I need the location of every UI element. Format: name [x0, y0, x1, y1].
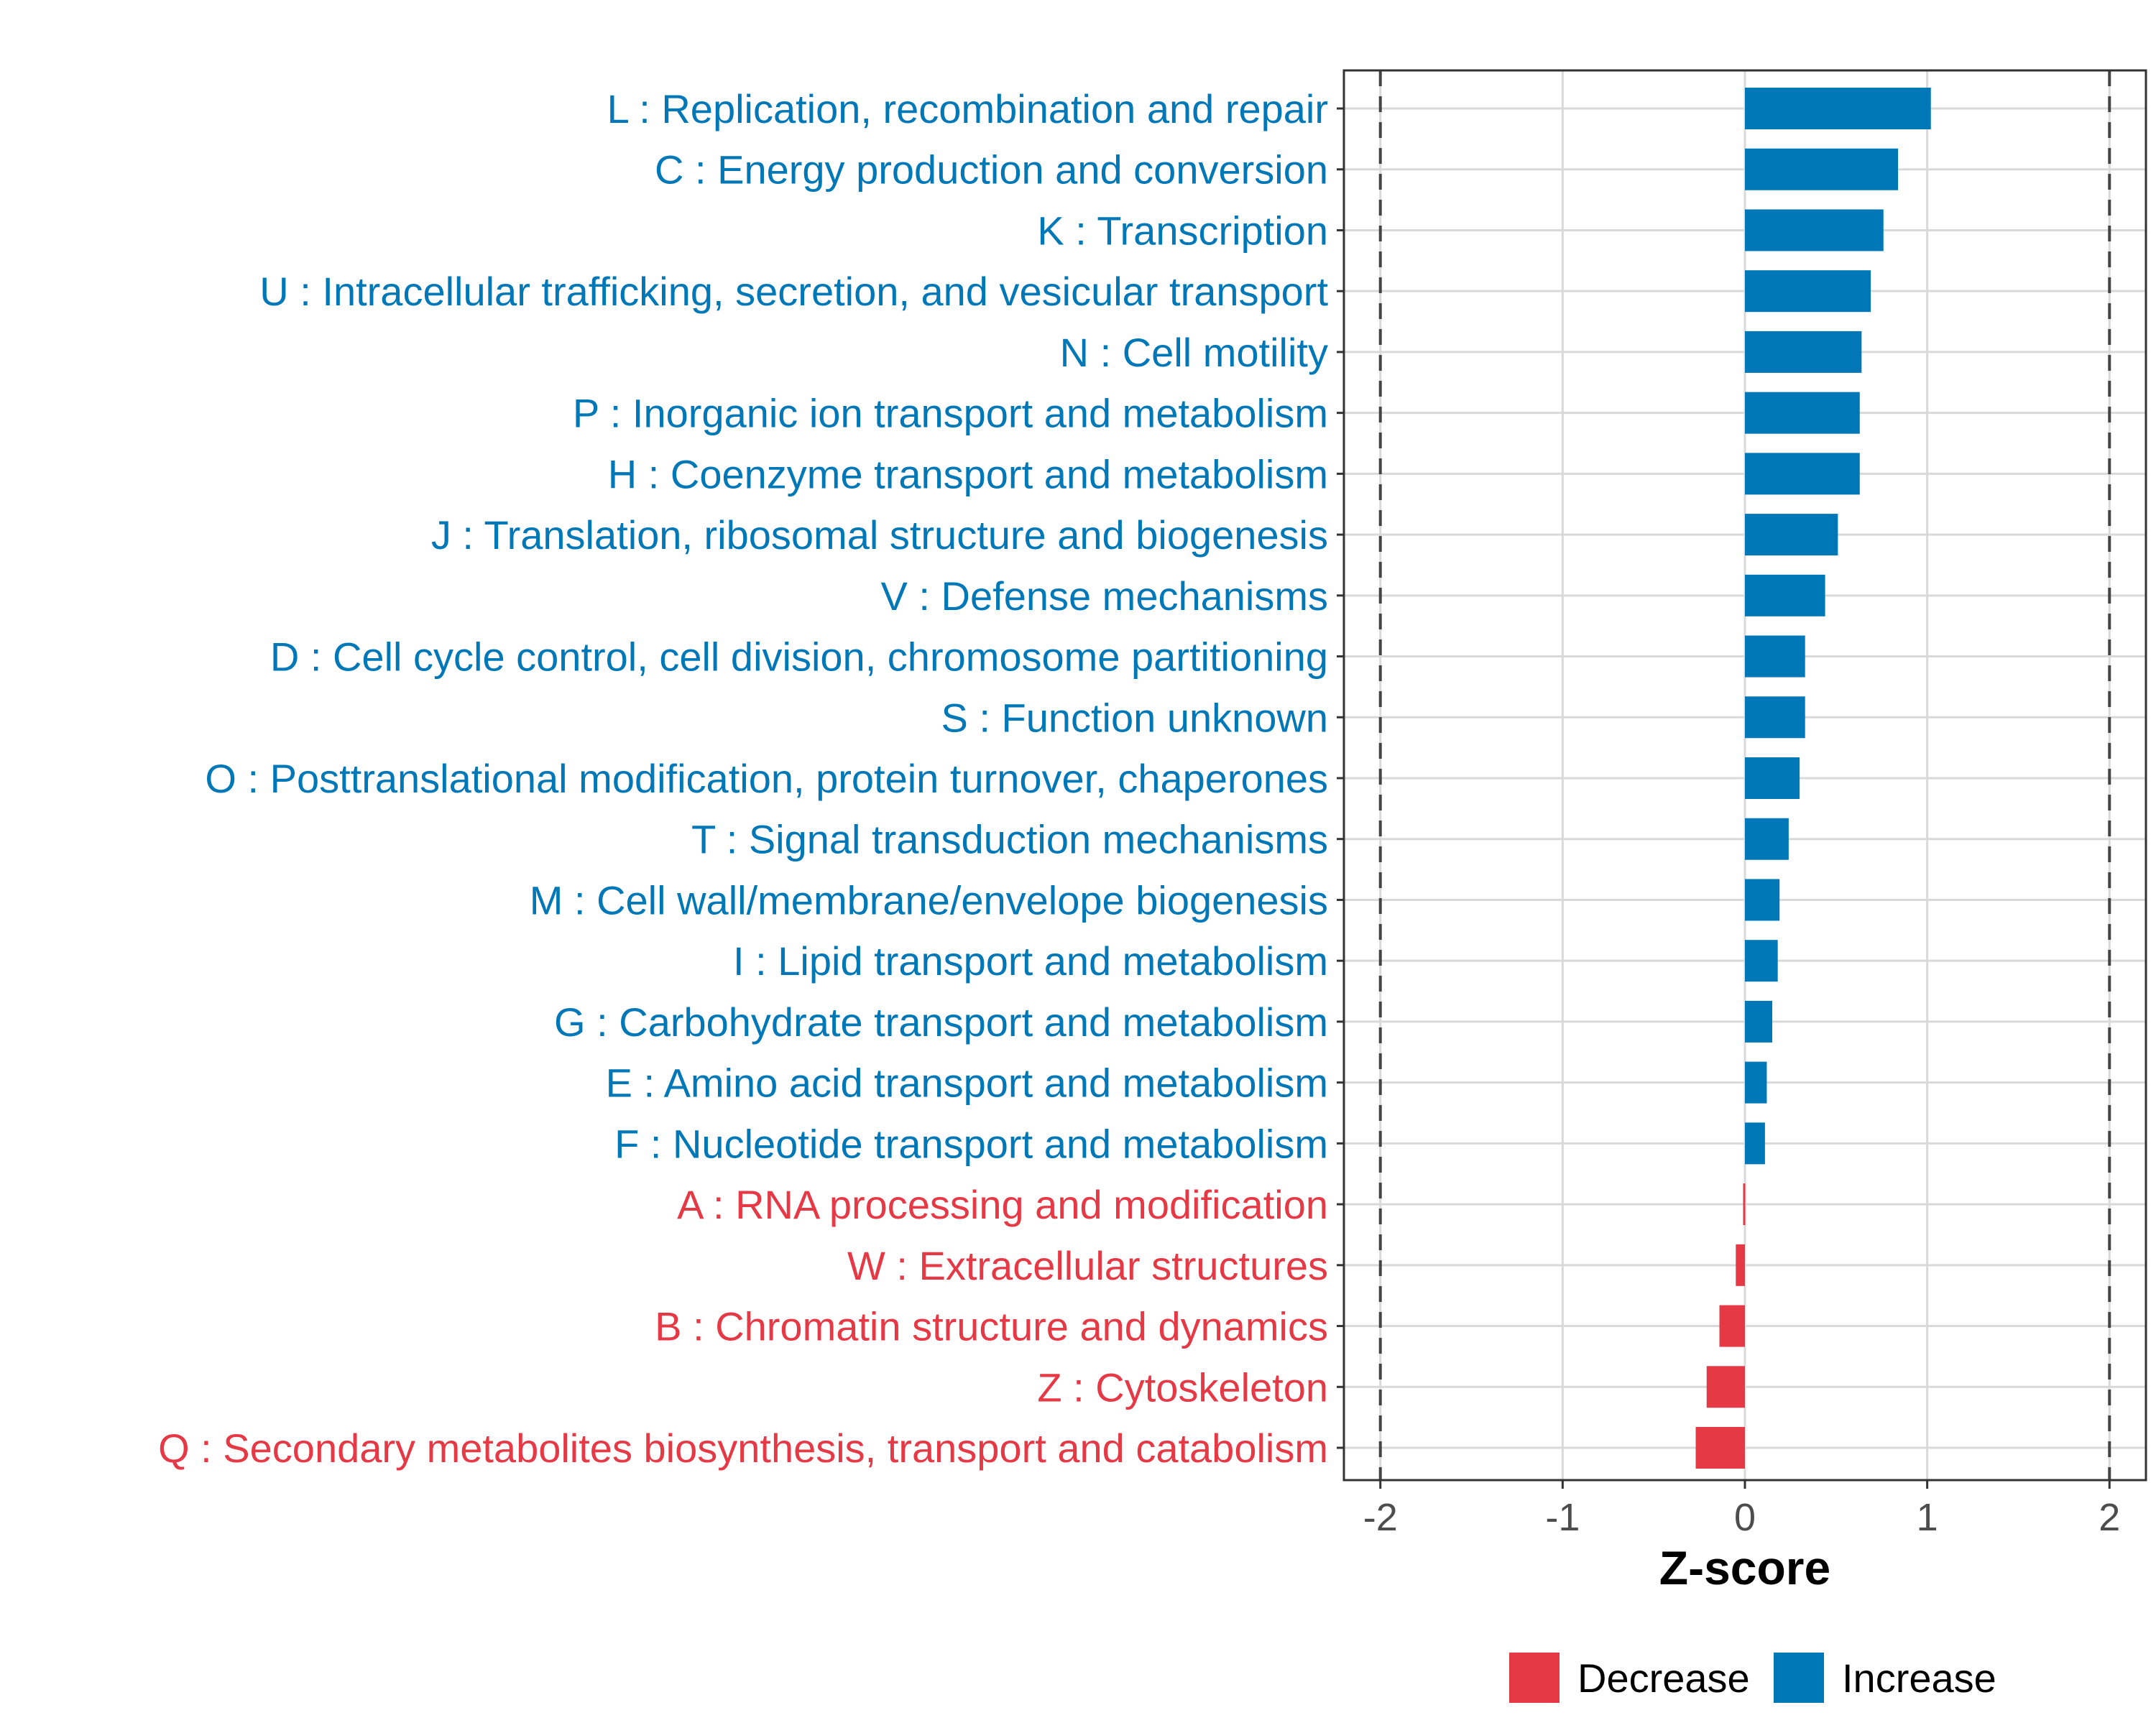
category-label: H : Coenzyme transport and metabolism: [608, 451, 1328, 496]
bar-23: [1695, 1427, 1745, 1469]
category-label: L : Replication, recombination and repai…: [607, 86, 1328, 131]
category-label: U : Intracellular trafficking, secretion…: [259, 269, 1328, 314]
category-label: M : Cell wall/membrane/envelope biogenes…: [530, 877, 1328, 923]
category-label: B : Chromatin structure and dynamics: [655, 1304, 1328, 1349]
category-label: I : Lipid transport and metabolism: [733, 938, 1328, 984]
bar-12: [1745, 757, 1800, 799]
legend-label-decrease: Decrease: [1577, 1655, 1750, 1701]
x-tick-label: -2: [1363, 1496, 1398, 1539]
category-label: O : Posttranslational modification, prot…: [205, 756, 1328, 801]
bar-22: [1706, 1366, 1745, 1408]
bar-18: [1745, 1122, 1765, 1165]
category-label: G : Carbohydrate transport and metabolis…: [554, 999, 1328, 1045]
category-label: S : Function unknown: [941, 695, 1328, 740]
bar-21: [1719, 1305, 1745, 1347]
x-tick-label: 2: [2099, 1496, 2120, 1539]
bar-7: [1745, 453, 1860, 495]
axis-layer: [1337, 69, 2147, 1489]
legend-layer: Decrease Increase: [1509, 1653, 1996, 1703]
bar-20: [1736, 1244, 1745, 1286]
category-label: N : Cell motility: [1060, 330, 1328, 375]
legend-label-increase: Increase: [1842, 1655, 1996, 1701]
category-label: P : Inorganic ion transport and metaboli…: [573, 391, 1328, 436]
bar-14: [1745, 879, 1780, 921]
bar-10: [1745, 635, 1805, 678]
category-label: D : Cell cycle control, cell division, c…: [270, 634, 1328, 680]
bar-16: [1745, 1000, 1773, 1043]
legend-swatch-decrease: [1509, 1653, 1560, 1703]
category-label: F : Nucleotide transport and metabolism: [614, 1121, 1328, 1166]
category-label: E : Amino acid transport and metabolism: [606, 1061, 1328, 1106]
bar-4: [1745, 270, 1871, 313]
legend-swatch-increase: [1774, 1653, 1824, 1703]
bar-9: [1745, 574, 1825, 616]
category-label: T : Signal transduction mechanisms: [691, 817, 1328, 862]
bar-5: [1745, 331, 1862, 373]
category-label: J : Translation, ribosomal structure and…: [431, 512, 1328, 558]
bar-8: [1745, 514, 1838, 556]
label-layer: L : Replication, recombination and repai…: [158, 86, 2120, 1594]
bar-3: [1745, 209, 1884, 251]
bar-17: [1745, 1061, 1767, 1104]
category-label: A : RNA processing and modification: [677, 1182, 1328, 1227]
bar-13: [1745, 818, 1789, 860]
bar-11: [1745, 696, 1805, 739]
category-label: C : Energy production and conversion: [655, 147, 1328, 193]
bar-1: [1745, 88, 1931, 129]
bar-layer: [1695, 88, 1931, 1469]
x-tick-label: 0: [1734, 1496, 1756, 1539]
bar-19: [1743, 1183, 1746, 1226]
category-label: V : Defense mechanisms: [881, 573, 1328, 619]
bar-2: [1745, 148, 1899, 190]
bar-15: [1745, 940, 1778, 982]
category-label: W : Extracellular structures: [847, 1243, 1328, 1288]
category-label: Z : Cytoskeleton: [1037, 1364, 1328, 1410]
bar-6: [1745, 392, 1860, 434]
x-tick-label: 1: [1917, 1496, 1938, 1539]
category-label: Q : Secondary metabolites biosynthesis, …: [158, 1426, 1328, 1471]
x-axis-title: Z-score: [1659, 1541, 1830, 1594]
category-label: K : Transcription: [1037, 208, 1328, 253]
x-tick-label: -1: [1545, 1496, 1580, 1539]
